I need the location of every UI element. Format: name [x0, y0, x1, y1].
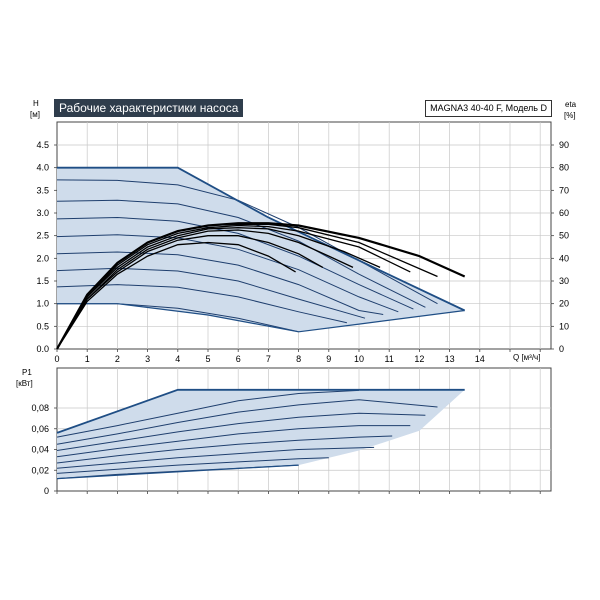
power-min-curve [56, 464, 299, 480]
y2-tick-label: 10 [559, 321, 569, 331]
eta-axis-label: eta [565, 100, 577, 109]
x-tick-label: 13 [445, 354, 455, 364]
power-curve [56, 399, 438, 445]
head-axis-unit: [м] [30, 110, 40, 119]
pump-model-label: MAGNA3 40-40 F, Модель D [425, 100, 552, 117]
y2-tick-label: 0 [559, 344, 564, 354]
efficiency-curve [56, 241, 296, 350]
y-tick-label: 1.5 [36, 276, 49, 286]
y-tick-label: 4.5 [36, 140, 49, 150]
y-tick-label: 4.0 [36, 163, 49, 173]
x-tick-label: 8 [296, 354, 301, 364]
head-end-line [298, 309, 465, 333]
y2-tick-label: 40 [559, 253, 569, 263]
x-tick-label: 5 [205, 354, 210, 364]
y2-tick-label: 60 [559, 208, 569, 218]
x-tick-label: 11 [385, 354, 394, 364]
head-curve [56, 234, 399, 313]
efficiency-curve [56, 227, 381, 350]
head-max-curve [57, 166, 466, 312]
y-tick-label: 0.0 [36, 344, 49, 354]
efficiency-curve [56, 224, 411, 350]
operating-range-fill [57, 167, 465, 332]
power-curve [56, 389, 360, 438]
x-tick-label: 7 [266, 354, 271, 364]
head-curve [56, 199, 426, 308]
power-curve [56, 412, 426, 451]
y-tick-label: 0,04 [31, 445, 49, 455]
flow-axis-label: Q [м³/ч] [513, 353, 541, 362]
power-curve [56, 435, 393, 464]
x-tick-label: 1 [85, 354, 90, 364]
x-tick-label: 9 [326, 354, 331, 364]
x-tick-label: 4 [175, 354, 180, 364]
head-curve [56, 267, 366, 319]
x-tick-label: 2 [115, 354, 120, 364]
x-tick-label: 10 [354, 354, 364, 364]
y-tick-label: 3.5 [36, 185, 49, 195]
head-axis-label: H [33, 99, 39, 108]
efficiency-curve [56, 229, 354, 350]
efficiency-curve [56, 235, 324, 350]
y2-tick-label: 80 [559, 163, 569, 173]
x-tick-label: 6 [236, 354, 241, 364]
y2-tick-label: 30 [559, 276, 569, 286]
y2-tick-label: 20 [559, 299, 569, 309]
y-tick-label: 0.5 [36, 321, 49, 331]
x-tick-label: 14 [475, 354, 485, 364]
x-tick-label: 0 [54, 354, 59, 364]
y-tick-label: 0,02 [31, 465, 49, 475]
power-axis-unit: [кВт] [16, 379, 33, 388]
x-tick-label: 12 [414, 354, 424, 364]
x-tick-label: 3 [145, 354, 150, 364]
head-min-curve [57, 303, 299, 333]
y-tick-label: 0,08 [31, 403, 49, 413]
y-tick-label: 3.0 [36, 208, 49, 218]
eta-axis-unit: [%] [564, 111, 576, 120]
y-tick-label: 0 [44, 486, 49, 496]
y-tick-label: 2.0 [36, 253, 49, 263]
head-curve [56, 284, 348, 324]
power-chart-panel: 0 0,02 0,04 0,06 0,08 [31, 367, 552, 496]
power-curve [56, 425, 411, 458]
y2-tick-label: 90 [559, 140, 569, 150]
power-curve [56, 446, 375, 469]
head-curve [56, 251, 384, 315]
y-tick-label: 0,06 [31, 424, 49, 434]
y-tick-label: 2.5 [36, 231, 49, 241]
y2-tick-label: 50 [559, 231, 569, 241]
power-axis-label: P1 [22, 368, 32, 377]
chart-title: Рабочие характеристики насоса [54, 99, 244, 117]
head-curve [56, 216, 414, 310]
power-max-curve [56, 388, 465, 434]
power-range-fill [57, 389, 465, 479]
y2-tick-label: 70 [559, 185, 569, 195]
y-tick-label: 1.0 [36, 299, 49, 309]
efficiency-curve [56, 223, 438, 350]
head-chart-panel: 0 1 2 3 4 5 6 7 8 9 10 11 12 13 140.00.51.01.52.02.53.… [36, 121, 569, 364]
power-curve [56, 457, 329, 474]
